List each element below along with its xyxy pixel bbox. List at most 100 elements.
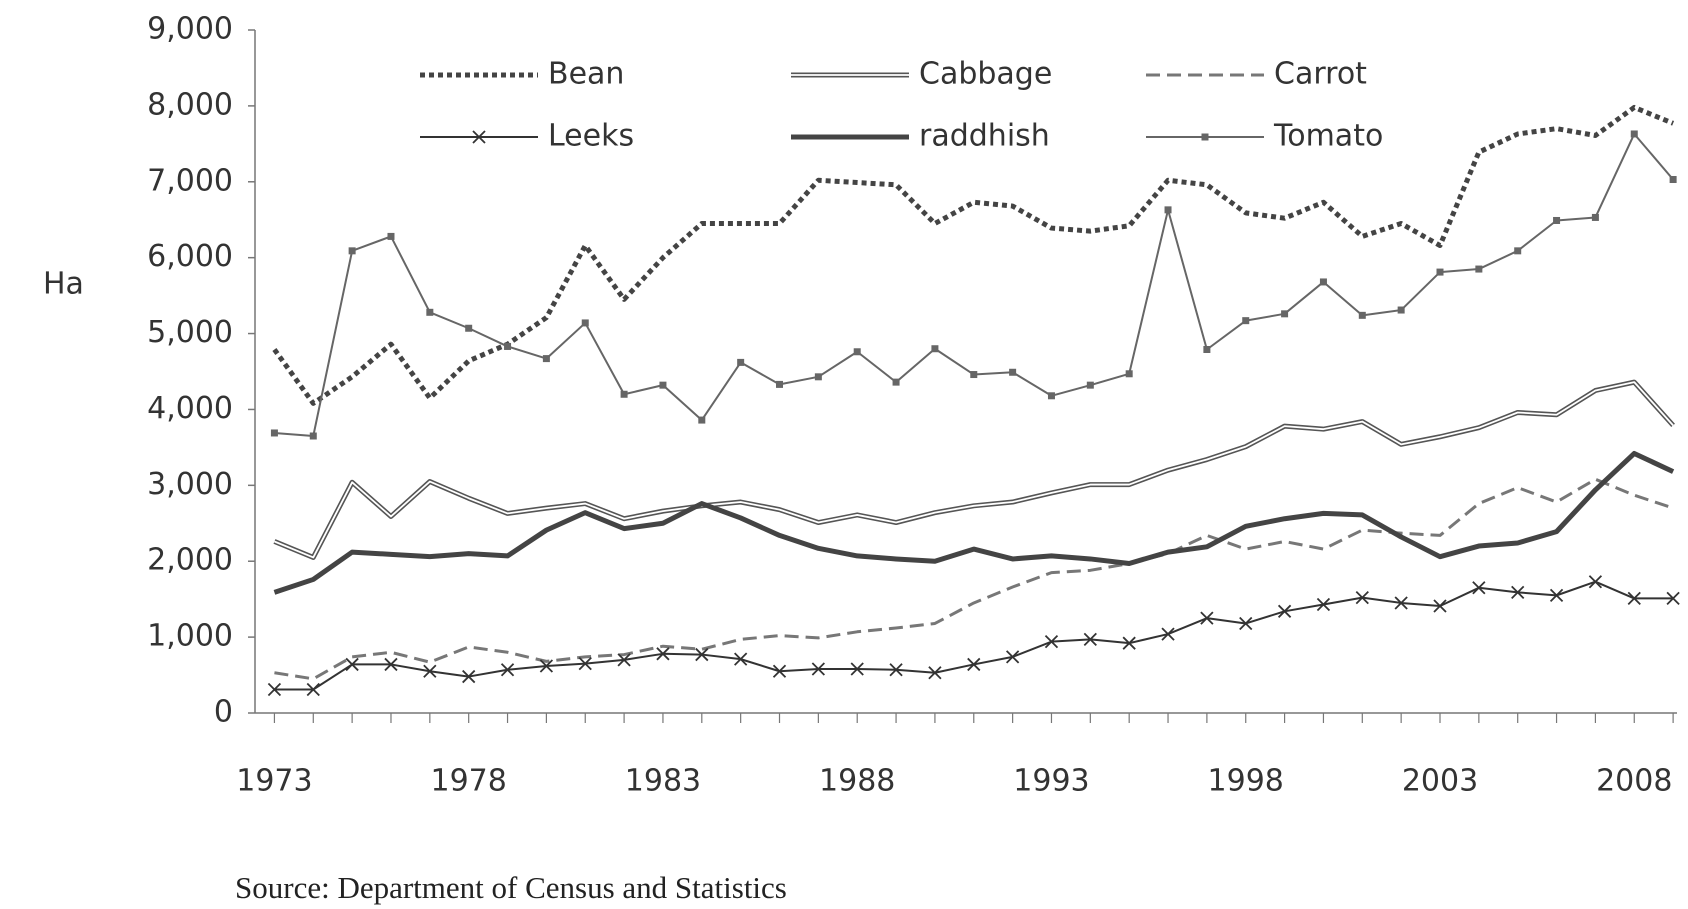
point-marker [345,657,359,672]
x-tick-label: 1983 [625,764,701,799]
x-tick-label: 1978 [431,764,507,799]
y-axis-label: Ha [43,267,84,302]
legend-label: raddhish [919,119,1050,154]
source-note: Source: Department of Census and Statist… [235,870,787,905]
point-marker [1005,650,1020,664]
point-marker [1511,585,1525,599]
point-marker [659,381,667,389]
point-marker [581,319,589,327]
point-marker [1588,575,1603,589]
point-marker [931,345,939,353]
point-marker [1669,176,1677,184]
point-marker [656,647,670,661]
x-tick-label: 2003 [1402,764,1478,799]
series-line [273,450,1675,595]
point-marker [850,662,864,676]
point-marker [1397,306,1405,314]
point-marker [578,657,592,671]
point-marker [695,647,709,662]
point-marker [423,664,437,678]
point-marker [1125,370,1133,378]
series-line [274,132,1674,438]
x-tick-label: 1993 [1013,764,1089,799]
point-marker [384,657,398,672]
point-marker [1281,310,1289,318]
y-tick-label: 8,000 [147,87,233,122]
point-marker [737,358,745,366]
point-marker [1627,591,1641,606]
point-marker [387,232,395,240]
point-marker [1203,345,1211,353]
series-line [274,477,1674,681]
point-marker [1164,206,1172,214]
legend-marker [1201,133,1209,141]
point-marker [1319,278,1327,286]
point-marker [1161,627,1175,641]
point-marker [309,432,317,440]
y-tick-label: 9,000 [147,12,233,47]
point-marker [772,664,787,678]
point-marker [1553,216,1561,224]
point-marker [698,416,706,424]
point-marker [1591,213,1599,221]
y-tick-label: 4,000 [147,391,233,426]
legend-label: Tomato [1273,119,1383,154]
point-marker [1475,265,1483,273]
point-marker [1200,611,1214,625]
point-marker [1242,317,1250,325]
point-marker [617,653,631,667]
legend-label: Bean [548,57,624,92]
point-marker [267,682,282,697]
point-marker [465,324,473,332]
point-marker [1355,591,1369,605]
point-marker [539,659,554,673]
point-marker [1666,591,1680,606]
point-marker [1358,311,1366,319]
series-line [274,580,1674,691]
point-marker [734,652,748,666]
series-line [273,379,1675,560]
x-tick-label: 1973 [236,764,312,799]
series-line-inner [274,381,1674,559]
point-marker [1433,599,1447,613]
point-marker [928,666,942,680]
point-marker [1394,596,1408,610]
point-marker [1472,581,1486,595]
point-marker [814,373,822,381]
point-marker [1083,632,1097,647]
legend-label: Leeks [548,119,634,154]
point-marker [1044,635,1059,649]
point-marker [1047,392,1055,400]
x-tick-label: 1998 [1208,764,1284,799]
legend-marker [472,130,486,144]
point-marker [970,371,978,379]
y-tick-label: 2,000 [147,543,233,578]
point-marker [426,308,434,316]
y-tick-label: 3,000 [147,467,233,502]
point-marker [542,355,550,363]
y-tick-label: 6,000 [147,239,233,274]
point-marker [892,378,900,386]
point-marker [1009,368,1017,376]
point-marker [1630,130,1638,138]
point-marker [348,247,356,255]
point-marker [1277,604,1292,618]
x-tick-label: 1988 [819,764,895,799]
y-tick-label: 1,000 [147,619,233,654]
point-marker [1514,247,1522,255]
point-marker [620,390,628,398]
point-marker [504,342,512,350]
point-marker [811,662,825,676]
point-marker [1549,588,1564,603]
legend-label: Cabbage [919,57,1052,92]
point-marker [853,348,861,356]
x-tick-label: 2008 [1596,764,1672,799]
point-marker [1122,636,1136,650]
point-marker [1239,616,1253,631]
y-tick-label: 7,000 [147,163,233,198]
point-marker [1436,268,1444,276]
point-marker [306,682,320,697]
legend-label: Carrot [1274,57,1367,92]
point-marker [270,429,278,437]
